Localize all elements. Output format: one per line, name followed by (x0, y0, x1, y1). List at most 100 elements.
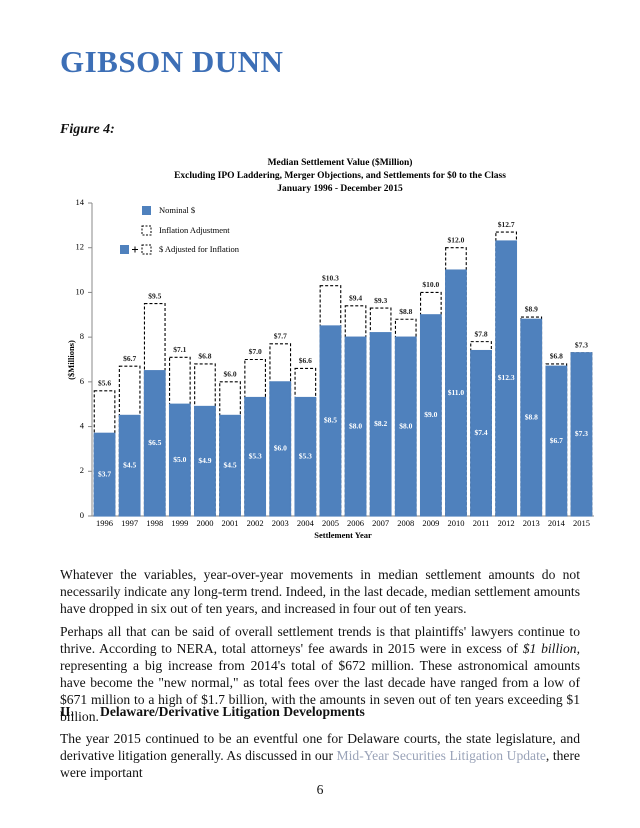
x-tick-label: 2006 (347, 518, 364, 528)
nominal-bar (319, 325, 342, 517)
nominal-label: $7.4 (474, 428, 487, 437)
adjusted-label: $7.7 (274, 332, 287, 341)
adjusted-label: $12.7 (498, 220, 515, 229)
x-tick-label: 2013 (523, 518, 540, 528)
adjusted-label: $9.5 (148, 291, 161, 300)
nominal-label: $9.0 (424, 410, 437, 419)
paragraph: Whatever the variables, year-over-year m… (60, 567, 580, 616)
paragraph: Perhaps all that can be said of overall … (60, 623, 580, 725)
nominal-label: $8.0 (349, 421, 362, 430)
x-tick-label: 1999 (171, 518, 188, 528)
nominal-label: $8.5 (324, 416, 337, 425)
adjusted-label: $12.0 (448, 235, 465, 244)
x-tick-label: 2012 (498, 518, 515, 528)
adjusted-label: $7.0 (249, 347, 262, 356)
nominal-label: $8.2 (374, 419, 387, 428)
legend-swatch (141, 244, 152, 255)
x-tick-label: 2000 (196, 518, 213, 528)
nominal-bar (143, 370, 166, 517)
adjusted-label: $6.7 (123, 354, 136, 363)
y-tick-label: 10 (76, 286, 85, 296)
x-tick-label: 2001 (222, 518, 239, 528)
nominal-label: $4.5 (123, 460, 136, 469)
x-tick-label: 2015 (573, 518, 590, 528)
adjusted-label: $6.6 (299, 356, 312, 365)
text: The year 2015 continued to be an eventfu… (60, 731, 580, 763)
adjusted-label: $7.8 (474, 329, 487, 338)
paragraph: The year 2015 continued to be an eventfu… (60, 730, 580, 781)
nominal-bar (93, 432, 116, 517)
nominal-label: $4.5 (223, 460, 236, 469)
nominal-bar (394, 336, 417, 517)
nominal-bar (118, 414, 141, 517)
chart-subtitle: January 1996 - December 2015 (277, 184, 403, 194)
y-tick-label: 0 (80, 510, 84, 520)
legend-label: Inflation Adjustment (159, 225, 230, 235)
x-tick-label: 2004 (297, 518, 315, 528)
nominal-label: $11.0 (448, 388, 465, 397)
x-tick-label: 2011 (473, 518, 490, 528)
nominal-bar (219, 414, 241, 517)
y-tick-label: 8 (80, 331, 84, 341)
nominal-label: $3.7 (98, 469, 111, 478)
adjusted-label: $10.3 (322, 273, 339, 282)
x-tick-label: 1996 (96, 518, 113, 528)
x-axis-label: Settlement Year (314, 530, 372, 540)
x-tick-label: 2007 (372, 518, 389, 528)
adjusted-label: $6.8 (550, 352, 563, 361)
x-tick-label: 2005 (322, 518, 339, 528)
x-tick-label: 2010 (447, 518, 464, 528)
section-title: Delaware/Derivative Litigation Developme… (100, 704, 365, 719)
chart-subtitle: Excluding IPO Laddering, Merger Objectio… (174, 170, 506, 181)
legend-swatch (120, 245, 129, 254)
nominal-label: $8.0 (399, 421, 412, 430)
adjusted-label: $8.9 (525, 305, 538, 314)
y-tick-label: 14 (76, 197, 85, 207)
y-tick-label: 12 (76, 242, 85, 252)
nominal-bar (520, 318, 543, 517)
x-tick-label: 2002 (247, 518, 264, 528)
y-tick-label: 6 (80, 376, 84, 386)
nominal-label: $6.0 (274, 444, 287, 453)
nominal-bar (294, 396, 317, 517)
adjusted-label: $7.1 (173, 345, 186, 354)
nominal-bar (445, 269, 467, 517)
nominal-label: $6.5 (148, 438, 161, 447)
nominal-bar (344, 336, 367, 517)
x-tick-label: 1998 (146, 518, 163, 528)
nominal-label: $5.0 (173, 455, 186, 464)
x-tick-label: 2009 (422, 518, 439, 528)
adjusted-label: $9.4 (349, 294, 362, 303)
nominal-bar (168, 403, 191, 517)
nominal-label: $12.3 (498, 373, 515, 382)
nominal-label: $5.3 (249, 451, 262, 460)
legend-label: $ Adjusted for Inflation (159, 244, 240, 254)
adjusted-label: $5.6 (98, 379, 111, 388)
nominal-bar (269, 381, 292, 517)
nominal-label: $6.7 (550, 436, 563, 445)
figure-label: Figure 4: (60, 122, 115, 137)
x-tick-label: 2003 (272, 518, 289, 528)
page-number: 6 (316, 782, 324, 797)
y-tick-label: 4 (80, 421, 85, 431)
legend-label: Nominal $ (159, 205, 195, 215)
x-tick-label: 2014 (548, 518, 566, 528)
chart: Median Settlement Value ($Million) Exclu… (66, 157, 594, 540)
legend-swatch (142, 206, 151, 215)
emphasis: $1 billion, (522, 641, 580, 656)
adjusted-label: $7.3 (575, 341, 588, 350)
x-tick-label: 2008 (397, 518, 414, 528)
nominal-bar (570, 352, 593, 517)
nominal-label: $5.3 (299, 451, 312, 460)
section-number: II. (60, 704, 74, 719)
nominal-bar (495, 240, 518, 517)
legend-swatch (141, 225, 152, 236)
link[interactable]: Mid-Year Securities Litigation Update (336, 748, 546, 763)
y-axis-label: ($Millions) (66, 340, 76, 380)
chart-title: Median Settlement Value ($Million) (268, 157, 413, 168)
y-tick-label: 2 (80, 465, 84, 475)
nominal-bar (369, 332, 392, 517)
adjusted-label: $6.8 (198, 352, 211, 361)
nominal-bar (244, 396, 267, 517)
section-heading: II. Delaware/Derivative Litigation Develo… (60, 704, 365, 720)
